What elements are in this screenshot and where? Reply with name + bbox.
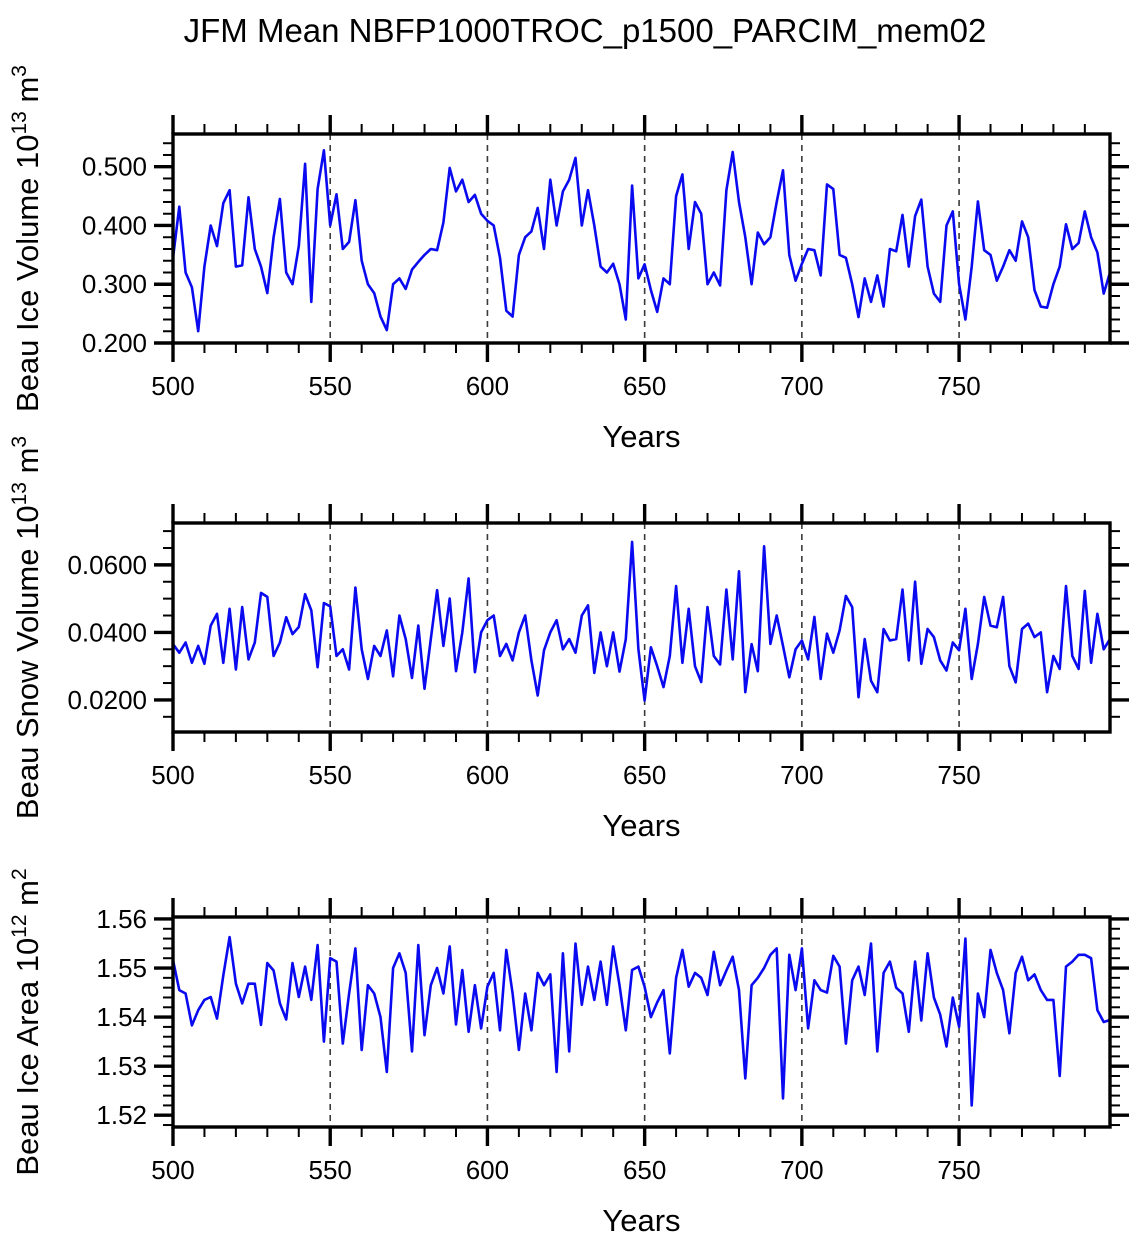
beau-snow-volume-line <box>171 540 1112 702</box>
y-tick-label: 1.54 <box>96 1002 147 1032</box>
axes-box <box>171 132 1112 345</box>
y-tick-label: 1.55 <box>96 953 147 983</box>
beau-ice-area-line <box>171 935 1111 1107</box>
y-tick-label: 0.300 <box>82 269 147 299</box>
x-tick-label: 750 <box>937 760 980 790</box>
x-tick-label: 600 <box>466 1155 509 1185</box>
y-axis-title: Beau Ice Area 1012​ m2​ <box>8 868 45 1175</box>
plot-beau-snow-volume: 500 550 600 650 700 750 0.0200 0.0400 0.0600 Year… <box>8 436 1129 843</box>
x-tick-label: 500 <box>151 760 194 790</box>
y-tick-label: 1.52 <box>96 1100 147 1130</box>
y-tick-label: 0.0200 <box>67 685 147 715</box>
axes-box <box>171 521 1112 734</box>
axes-box <box>171 915 1112 1129</box>
y-tick-label: 0.500 <box>82 152 147 182</box>
x-tick-label: 500 <box>151 1155 194 1185</box>
x-tick-label: 700 <box>780 1155 823 1185</box>
x-tick-label: 750 <box>937 1155 980 1185</box>
y-tick-label: 1.56 <box>96 904 147 934</box>
x-tick-label: 550 <box>309 371 352 401</box>
x-tick-label: 600 <box>466 760 509 790</box>
x-tick-label: 600 <box>466 371 509 401</box>
x-tick-label: 550 <box>309 760 352 790</box>
x-tick-label: 750 <box>937 371 980 401</box>
x-axis-title: Years <box>602 808 680 843</box>
x-tick-label: 650 <box>623 371 666 401</box>
y-tick-label: 0.0400 <box>67 617 147 647</box>
plot-beau-ice-volume: 500 550 600 650 700 750 0.200 0.300 0.400 0.500 Ye… <box>8 65 1129 454</box>
x-axis-title: Years <box>602 1203 680 1237</box>
x-tick-label: 500 <box>151 371 194 401</box>
y-tick-label: 1.53 <box>96 1051 147 1081</box>
x-tick-label: 650 <box>623 1155 666 1185</box>
y-axis-title: Beau Snow Volume 1013​ m3​ <box>8 436 45 819</box>
y-axis-title: Beau Ice Volume 1013​ m3​ <box>8 65 45 412</box>
figure-title: JFM Mean NBFP1000TROC_p1500_PARCIM_mem02 <box>184 12 987 49</box>
x-tick-label: 700 <box>780 760 823 790</box>
plot-beau-ice-area: 500 550 600 650 700 750 1.52 1.53 1.54 1.55 1.56 Ye… <box>8 868 1129 1237</box>
x-tick-label: 700 <box>780 371 823 401</box>
x-axis-title: Years <box>602 419 680 454</box>
y-tick-label: 0.400 <box>82 210 147 240</box>
x-tick-label: 550 <box>309 1155 352 1185</box>
beau-ice-volume-line <box>171 149 1112 333</box>
y-tick-label: 0.0600 <box>67 550 147 580</box>
y-tick-label: 0.200 <box>82 328 147 358</box>
x-tick-label: 650 <box>623 760 666 790</box>
